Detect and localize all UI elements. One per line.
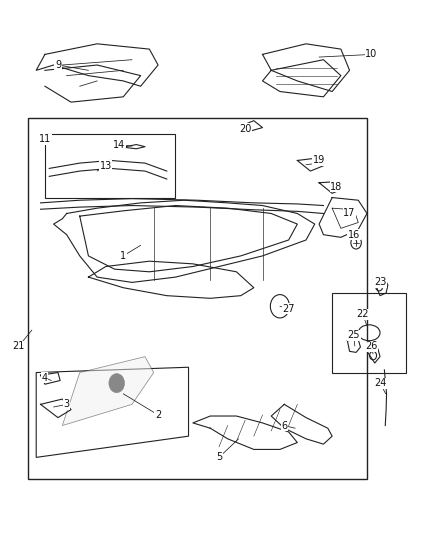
Text: 10: 10 [365, 50, 378, 59]
Text: 17: 17 [343, 208, 356, 219]
Text: 26: 26 [365, 341, 378, 351]
Text: 16: 16 [348, 230, 360, 240]
Text: 24: 24 [374, 378, 386, 388]
Circle shape [109, 374, 124, 393]
Text: 9: 9 [55, 60, 61, 70]
Text: 4: 4 [42, 373, 48, 383]
Bar [332, 293, 406, 373]
Text: 5: 5 [216, 453, 222, 463]
Text: 23: 23 [374, 277, 386, 287]
Text: 2: 2 [155, 410, 161, 420]
Text: 3: 3 [64, 399, 70, 409]
Text: 21: 21 [13, 341, 25, 351]
Text: 13: 13 [100, 161, 112, 171]
Text: 6: 6 [281, 421, 287, 431]
Text: 19: 19 [313, 156, 325, 165]
Text: 20: 20 [239, 124, 251, 134]
Text: 22: 22 [357, 309, 369, 319]
Bar [45, 134, 176, 198]
Polygon shape [62, 357, 154, 425]
Bar [28, 118, 367, 479]
Text: 1: 1 [120, 251, 126, 261]
Text: 11: 11 [39, 134, 51, 144]
Text: 18: 18 [330, 182, 343, 192]
Text: 27: 27 [283, 304, 295, 314]
Text: 14: 14 [113, 140, 125, 150]
Text: 25: 25 [348, 330, 360, 341]
